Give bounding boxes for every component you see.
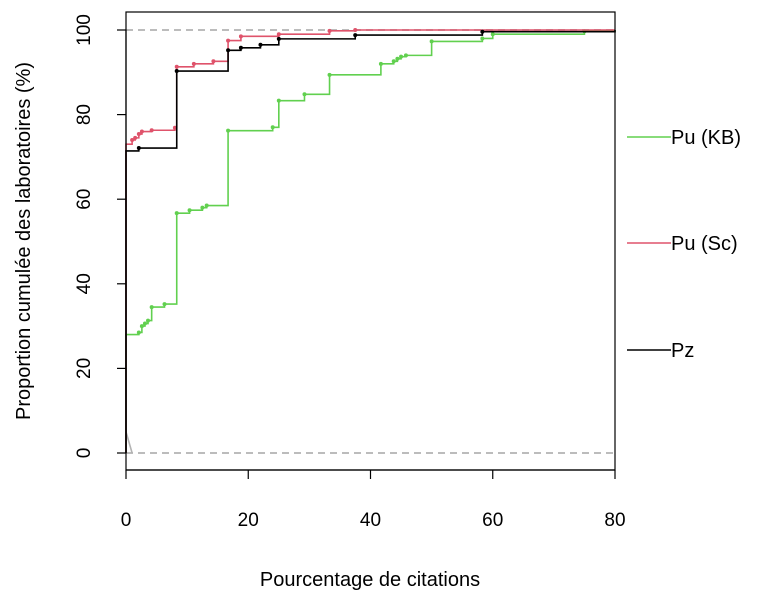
y-tick-label: 80 [74, 104, 95, 125]
series-point [327, 28, 332, 33]
series-point [149, 128, 154, 133]
legend-label: Pu (KB) [671, 127, 741, 149]
series-point [238, 45, 243, 50]
series-point [136, 330, 141, 335]
y-tick-label: 0 [74, 448, 95, 459]
x-tick-label: 80 [604, 510, 625, 531]
series-point [211, 59, 216, 64]
series-point [480, 36, 485, 41]
series-point [258, 42, 263, 47]
y-tick-label: 40 [74, 273, 95, 294]
series-point [226, 128, 231, 133]
x-axis: 0 20 40 60 80 [121, 469, 626, 531]
reference-lines [125, 29, 615, 454]
x-tick-label: 0 [121, 510, 132, 531]
series-point [276, 36, 281, 41]
series-point [490, 32, 495, 37]
x-axis-title: Pourcentage de citations [260, 569, 480, 591]
legend-label: Pz [671, 340, 694, 362]
series-point [399, 54, 404, 59]
series-point [378, 61, 383, 66]
series-point [276, 98, 281, 103]
series-point [136, 146, 141, 151]
series-point [429, 39, 434, 44]
legend: Pu (KB) Pu (Sc) Pz [627, 127, 741, 362]
series-point [172, 125, 177, 130]
series-point [174, 211, 179, 216]
series-point [270, 125, 275, 130]
plot-frame [125, 11, 616, 471]
x-tick-label: 40 [360, 510, 381, 531]
y-tick-label: 100 [74, 14, 95, 46]
y-tick-label: 20 [74, 358, 95, 379]
y-tick-label: 60 [74, 189, 95, 210]
y-axis: 0 20 40 60 80 100 [74, 14, 127, 459]
legend-label: Pu (Sc) [671, 233, 738, 255]
y-axis-title: Proportion cumulée des laboratoires (%) [13, 62, 35, 420]
series-point [162, 302, 167, 307]
series-point [204, 203, 209, 208]
series-point [302, 92, 307, 97]
series-point [403, 53, 408, 58]
series-point [395, 56, 400, 61]
series-point [139, 129, 144, 134]
legend-item: Pz [627, 340, 694, 362]
series-0 [125, 29, 616, 453]
series-layer [125, 28, 616, 453]
legend-item: Pu (Sc) [627, 233, 738, 255]
x-tick-label: 60 [482, 510, 503, 531]
series-line-1 [125, 29, 615, 453]
series-point [200, 205, 205, 210]
series-point [327, 72, 332, 77]
series-line-2 [125, 30, 616, 453]
series-point [142, 321, 147, 326]
series-1 [125, 28, 615, 453]
series-point [146, 318, 151, 323]
series-point [174, 64, 179, 69]
series-point [187, 208, 192, 213]
series-point [174, 69, 179, 74]
series-point [226, 38, 231, 43]
series-point [353, 28, 358, 32]
series-point [480, 29, 485, 34]
series-point [133, 135, 138, 140]
legend-item: Pu (KB) [627, 127, 741, 149]
series-point [353, 33, 358, 38]
series-point [130, 137, 135, 142]
series-point [226, 48, 231, 53]
x-tick-label: 20 [238, 510, 259, 531]
series-point [238, 34, 243, 39]
series-point [191, 61, 196, 66]
series-point [276, 32, 281, 37]
series-point [136, 132, 141, 137]
series-line-0 [125, 30, 616, 453]
series-2 [125, 29, 616, 453]
series-point [139, 324, 144, 329]
series-point [149, 305, 154, 310]
series-point [391, 59, 396, 64]
origin-segment [125, 431, 133, 454]
